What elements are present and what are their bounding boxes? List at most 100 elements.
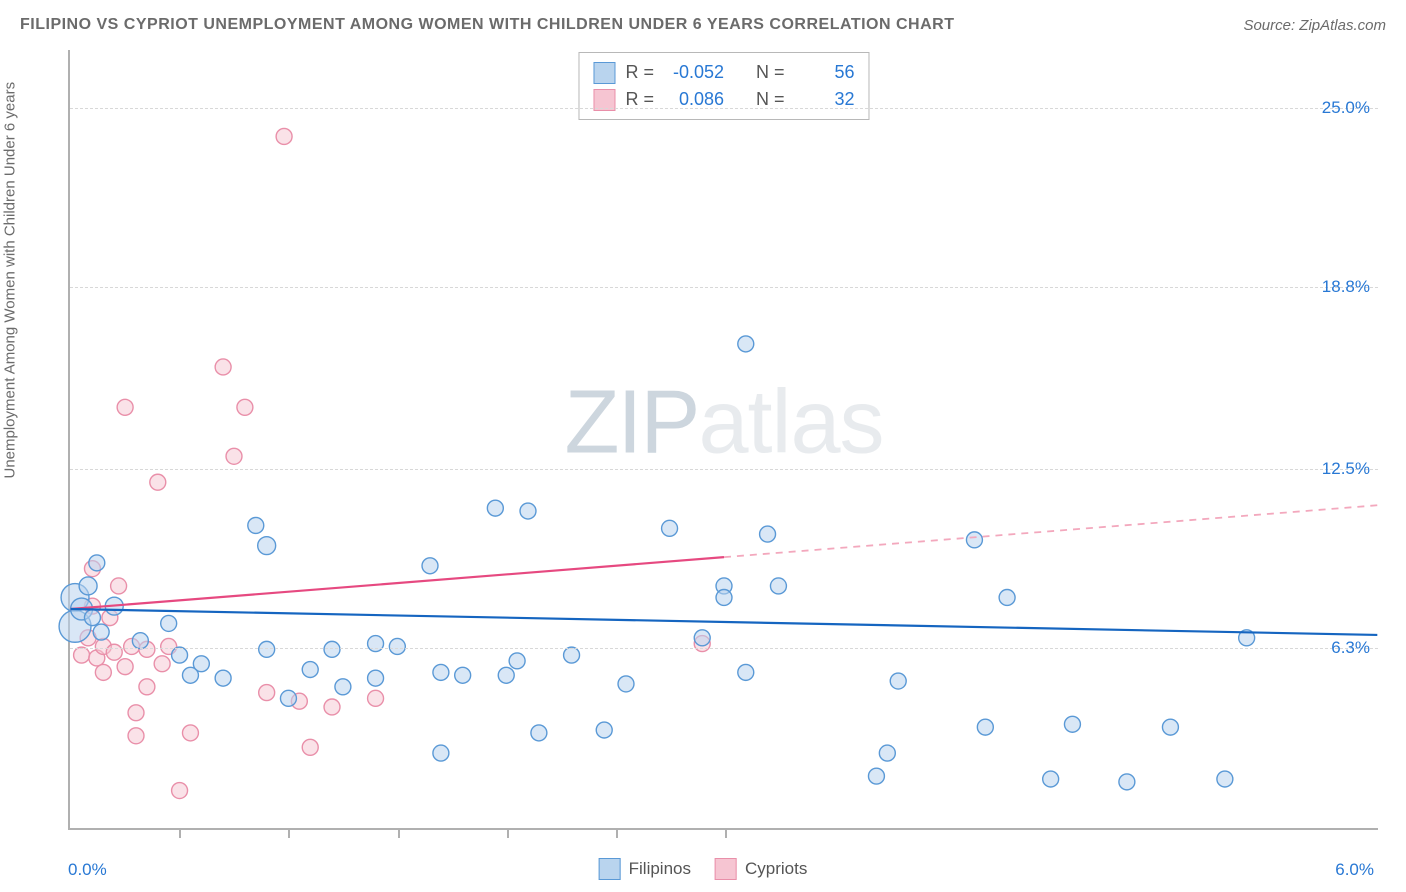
data-point (1217, 771, 1233, 787)
y-tick-label: 18.8% (1322, 277, 1370, 297)
data-point (154, 656, 170, 672)
data-point (770, 578, 786, 594)
scatter-svg (70, 50, 1378, 828)
data-point (74, 647, 90, 663)
data-point (868, 768, 884, 784)
data-point (280, 690, 296, 706)
x-tick (725, 828, 727, 838)
x-tick (398, 828, 400, 838)
data-point (89, 555, 105, 571)
data-point (977, 719, 993, 735)
data-point (999, 590, 1015, 606)
data-point (128, 728, 144, 744)
data-point (368, 670, 384, 686)
data-point (335, 679, 351, 695)
data-point (324, 699, 340, 715)
data-point (716, 590, 732, 606)
trend-line (724, 505, 1377, 557)
stat-label-r: R = (625, 86, 654, 113)
data-point (139, 679, 155, 695)
stat-n-filipinos: 56 (795, 59, 855, 86)
data-point (150, 474, 166, 490)
data-point (1162, 719, 1178, 735)
data-point (237, 399, 253, 415)
data-point (1064, 716, 1080, 732)
x-axis-min-label: 0.0% (68, 860, 107, 880)
data-point (531, 725, 547, 741)
stat-label-r: R = (625, 59, 654, 86)
data-point (760, 526, 776, 542)
grid-line (70, 287, 1378, 288)
data-point (487, 500, 503, 516)
plot-area: ZIPatlas R = -0.052 N = 56 R = 0.086 N =… (68, 50, 1378, 830)
stat-label-n: N = (756, 86, 785, 113)
legend-label-filipinos: Filipinos (629, 859, 691, 879)
y-tick-label: 25.0% (1322, 98, 1370, 118)
x-tick (288, 828, 290, 838)
trend-line (71, 609, 1378, 635)
legend-item-filipinos: Filipinos (599, 858, 691, 880)
data-point (302, 739, 318, 755)
chart-container: Unemployment Among Women with Children U… (20, 50, 1386, 880)
data-point (93, 624, 109, 640)
data-point (618, 676, 634, 692)
stat-n-cypriots: 32 (795, 86, 855, 113)
swatch-filipinos (593, 62, 615, 84)
stat-r-cypriots: 0.086 (664, 86, 724, 113)
data-point (84, 610, 100, 626)
x-tick (616, 828, 618, 838)
data-point (738, 336, 754, 352)
grid-line (70, 648, 1378, 649)
data-point (422, 558, 438, 574)
data-point (258, 537, 276, 555)
data-point (455, 667, 471, 683)
data-point (117, 659, 133, 675)
data-point (215, 670, 231, 686)
data-point (95, 664, 111, 680)
data-point (259, 685, 275, 701)
legend-label-cypriots: Cypriots (745, 859, 807, 879)
data-point (433, 745, 449, 761)
stats-legend-box: R = -0.052 N = 56 R = 0.086 N = 32 (578, 52, 869, 120)
legend-bottom: Filipinos Cypriots (599, 858, 808, 880)
legend-swatch-filipinos (599, 858, 621, 880)
data-point (738, 664, 754, 680)
data-point (161, 615, 177, 631)
y-tick-label: 6.3% (1331, 638, 1370, 658)
data-point (172, 783, 188, 799)
data-point (215, 359, 231, 375)
chart-title: FILIPINO VS CYPRIOT UNEMPLOYMENT AMONG W… (20, 16, 955, 34)
data-point (509, 653, 525, 669)
data-point (182, 725, 198, 741)
data-point (966, 532, 982, 548)
data-point (79, 577, 97, 595)
data-point (248, 517, 264, 533)
data-point (694, 630, 710, 646)
trend-line (71, 557, 724, 609)
stat-r-filipinos: -0.052 (664, 59, 724, 86)
x-axis-max-label: 6.0% (1335, 860, 1374, 880)
data-point (111, 578, 127, 594)
grid-line (70, 108, 1378, 109)
data-point (662, 520, 678, 536)
data-point (193, 656, 209, 672)
stats-row-filipinos: R = -0.052 N = 56 (593, 59, 854, 86)
data-point (1119, 774, 1135, 790)
data-point (368, 690, 384, 706)
data-point (117, 399, 133, 415)
x-tick (507, 828, 509, 838)
y-tick-label: 12.5% (1322, 459, 1370, 479)
data-point (890, 673, 906, 689)
data-point (433, 664, 449, 680)
data-point (128, 705, 144, 721)
data-point (324, 641, 340, 657)
data-point (132, 633, 148, 649)
data-point (520, 503, 536, 519)
data-point (302, 662, 318, 678)
legend-swatch-cypriots (715, 858, 737, 880)
data-point (106, 644, 122, 660)
legend-item-cypriots: Cypriots (715, 858, 807, 880)
data-point (1043, 771, 1059, 787)
data-point (498, 667, 514, 683)
stat-label-n: N = (756, 59, 785, 86)
